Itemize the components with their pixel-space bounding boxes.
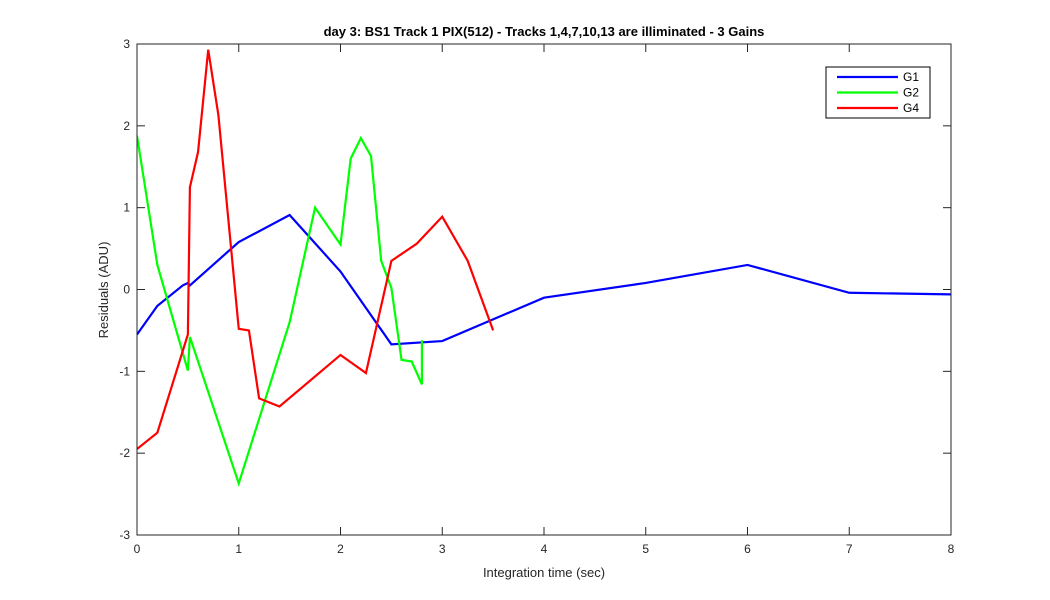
y-tick-label: -1	[119, 364, 130, 378]
x-tick-label: 3	[439, 542, 446, 556]
y-tick-label: -3	[119, 528, 130, 542]
x-tick-label: 6	[744, 542, 751, 556]
y-tick-label: 3	[123, 37, 130, 51]
legend-label-g1: G1	[903, 70, 919, 84]
series-line-g1	[137, 213, 951, 346]
y-tick-label: 0	[123, 283, 130, 297]
series-line-g4	[137, 49, 495, 450]
series-line-g2	[137, 135, 423, 488]
x-tick-label: 5	[642, 542, 649, 556]
x-tick-label: 2	[337, 542, 344, 556]
x-tick-label: 7	[846, 542, 853, 556]
x-axis-label: Integration time (sec)	[483, 565, 605, 580]
x-tick-label: 0	[134, 542, 141, 556]
legend-label-g2: G2	[903, 86, 919, 100]
x-tick-label: 1	[235, 542, 242, 556]
y-axis-label: Residuals (ADU)	[96, 242, 111, 339]
y-tick-label: -2	[119, 446, 130, 460]
x-tick-label: 4	[541, 542, 548, 556]
y-tick-label: 2	[123, 119, 130, 133]
legend-label-g4: G4	[903, 101, 919, 115]
x-tick-label: 8	[948, 542, 955, 556]
chart-title: day 3: BS1 Track 1 PIX(512) - Tracks 1,4…	[324, 24, 765, 39]
y-tick-label: 1	[123, 201, 130, 215]
